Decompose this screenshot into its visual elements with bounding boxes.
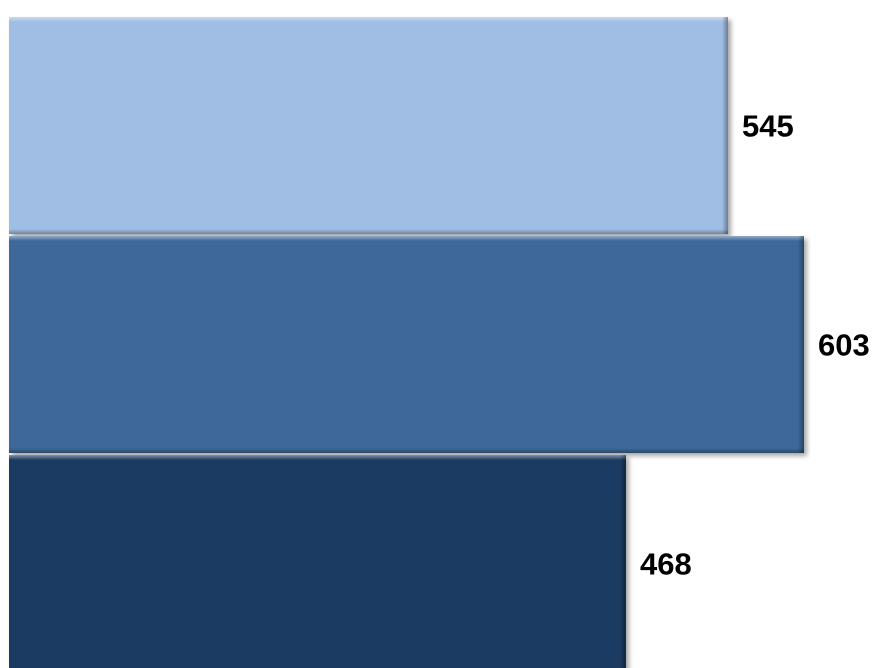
- bar-value-label: 545: [742, 109, 794, 144]
- bar-2: [9, 236, 804, 453]
- bar-value-label: 468: [640, 547, 692, 582]
- data-labels-layer: 545 603 468: [640, 109, 870, 582]
- bar-bevel-bottom: [9, 229, 728, 234]
- bars-layer: [9, 17, 804, 668]
- bar-1: [9, 17, 728, 234]
- bar-bevel-right: [620, 455, 626, 668]
- bar-fill: [9, 236, 804, 453]
- bar-fill: [9, 455, 626, 668]
- bar-fill: [9, 17, 728, 234]
- bar-3: [9, 455, 626, 668]
- bar-bevel-top: [9, 455, 626, 460]
- bar-bevel-right: [798, 236, 804, 453]
- bar-bevel-bottom: [9, 448, 804, 453]
- bar-value-label: 603: [818, 328, 870, 363]
- bar-bevel-right: [722, 17, 728, 234]
- bar-bevel-top: [9, 17, 728, 22]
- bar-bevel-top: [9, 236, 804, 241]
